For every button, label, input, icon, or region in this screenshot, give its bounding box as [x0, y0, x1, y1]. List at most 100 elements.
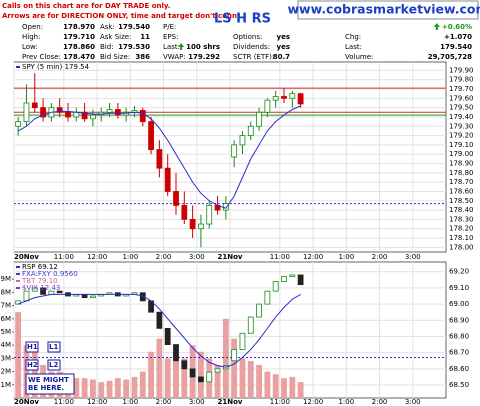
quote-value: 80.7 — [273, 53, 290, 61]
annotation: H1 — [27, 343, 38, 351]
candle-body — [114, 109, 121, 116]
quote-label: Ask: — [100, 23, 115, 31]
volume-bar — [289, 376, 296, 398]
note: Calls on this chart are for DAY TRADE on… — [2, 2, 170, 10]
candle-body — [23, 102, 30, 123]
y-tick-label: 179.40 — [449, 113, 474, 121]
candle-body — [90, 114, 96, 120]
pattern-label: LS H RS — [214, 12, 271, 27]
volume-bar — [114, 378, 121, 398]
quote-value: 29,705,728 — [428, 53, 472, 61]
y2-tick-label: 7M — [1, 302, 12, 310]
site-url: www.cobrasmarketview.com — [287, 2, 480, 17]
candle-body — [106, 109, 113, 113]
candle-body — [31, 287, 38, 292]
quote-label: Volume: — [345, 53, 373, 61]
candle-body — [181, 205, 188, 220]
volume-bar — [81, 378, 88, 398]
y-tick-label: 179.80 — [449, 76, 474, 84]
quote-label: Last: — [163, 43, 180, 51]
candle-body — [264, 290, 271, 305]
annotation: L2 — [49, 361, 58, 369]
x-tick-label: 2:00 — [372, 253, 388, 261]
x-tick-label: 3:00 — [405, 398, 421, 406]
volume-bar — [239, 358, 246, 398]
note: Arrows are for DIRECTION ONLY, time and … — [2, 12, 243, 20]
x-tick-label: 1:00 — [338, 398, 354, 406]
candle-body — [148, 121, 154, 150]
x-tick-label: 1:00 — [122, 253, 138, 261]
quote-label: Bid: — [100, 43, 114, 51]
x-tick-label: 20Nov — [14, 253, 39, 261]
candle-body — [156, 311, 163, 329]
y-tick-label: 68.60 — [449, 365, 469, 373]
candle-body — [173, 344, 179, 362]
quote-value: 179.292 — [188, 53, 220, 61]
candle-body — [222, 203, 229, 211]
candle-body — [239, 135, 246, 146]
x-tick-label: 12:00 — [303, 398, 323, 406]
candle-body — [206, 205, 213, 225]
y-tick-label: 178.30 — [449, 215, 474, 223]
quote-label: P/E: — [163, 23, 176, 31]
candle-body — [247, 125, 254, 136]
up-arrow-icon — [178, 43, 185, 50]
quote-label: Ask Size: — [100, 33, 131, 41]
volume-bar — [231, 338, 238, 398]
candle-body — [139, 292, 146, 302]
annotation-box — [47, 359, 61, 371]
volume-bar — [281, 378, 287, 398]
y-tick-label: 179.70 — [449, 85, 474, 93]
volume-bar — [73, 378, 80, 398]
legend-entry: TBT 79.10 — [21, 277, 58, 285]
y2-tick-label: 6M — [1, 315, 12, 323]
x-tick-label: 11:00 — [54, 253, 74, 261]
quote-value: 11 — [140, 33, 150, 41]
volume-bar — [181, 358, 188, 398]
quote-label: Prev Close: — [22, 53, 61, 61]
candle-body — [272, 96, 279, 101]
y-tick-label: 179.00 — [449, 150, 474, 158]
annotation: WE MIGHT BE HERE. — [28, 376, 69, 392]
candle-body — [297, 274, 304, 286]
x-tick-label: 3:00 — [189, 253, 205, 261]
site-box — [297, 0, 479, 20]
y-tick-label: 178.10 — [449, 234, 474, 242]
x-tick-label: 11:00 — [270, 253, 290, 261]
candle-body — [56, 290, 63, 294]
volume-bar — [106, 380, 113, 398]
y2-tick-label: 5M — [1, 328, 12, 336]
y-tick-label: 178.60 — [449, 187, 474, 195]
annotation-box — [25, 341, 39, 353]
volume-bar — [156, 338, 163, 398]
y-tick-label: 179.50 — [449, 104, 474, 112]
quote-value: 179.540 — [118, 23, 150, 31]
quote-label: Options: — [233, 33, 262, 41]
y-tick-label: 69.10 — [449, 284, 469, 292]
volume-bar — [15, 312, 22, 398]
candle-body — [256, 111, 262, 127]
candle-body — [40, 107, 46, 118]
y-tick-label: 68.90 — [449, 316, 469, 324]
quote-label: Chg: — [345, 33, 361, 41]
candle-body — [189, 368, 196, 378]
x-tick-label: 1:00 — [122, 398, 138, 406]
y-tick-label: 68.80 — [449, 332, 469, 340]
volume-bar — [214, 364, 221, 398]
annotation-box — [25, 373, 75, 395]
candle-body — [289, 274, 296, 277]
candle-body — [56, 107, 63, 113]
y2-tick-label: 8M — [1, 288, 12, 296]
quote-label: Last: — [345, 43, 362, 51]
candle-body — [40, 287, 46, 295]
x-tick-label: 21Nov — [218, 398, 243, 406]
volume-bar — [23, 345, 30, 398]
quote-value: 386 — [135, 53, 150, 61]
quote-label: Low: — [22, 43, 38, 51]
x-tick-label: 2:00 — [156, 398, 172, 406]
quote-label: VWAP: — [163, 53, 186, 61]
y-tick-label: 178.40 — [449, 206, 474, 214]
x-tick-label: 11:00 — [54, 398, 74, 406]
quote-value: 179.540 — [440, 43, 472, 51]
